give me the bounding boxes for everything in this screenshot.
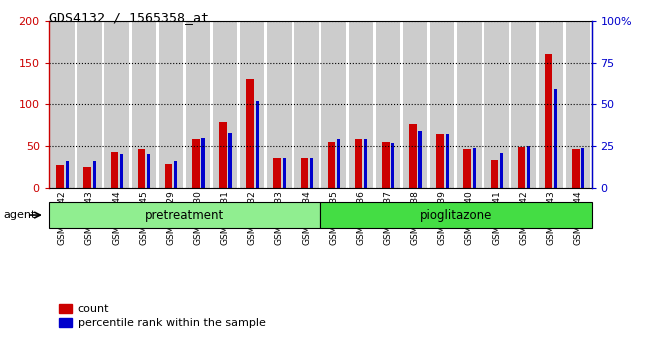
Bar (202, 138, 205, 188)
Bar (283, 158, 286, 188)
Bar (581, 148, 584, 188)
Bar (267, 21, 292, 188)
Bar (246, 79, 254, 188)
Bar (186, 21, 210, 188)
Bar (473, 148, 476, 188)
Bar (240, 21, 265, 188)
Bar (57, 165, 64, 188)
Bar (105, 21, 129, 188)
Bar (49, 202, 320, 228)
Bar (355, 138, 363, 188)
Bar (572, 149, 580, 188)
Bar (554, 90, 557, 188)
Bar (192, 138, 200, 188)
Bar (337, 139, 340, 188)
Bar (77, 21, 101, 188)
Bar (491, 160, 498, 188)
Legend: count, percentile rank within the sample: count, percentile rank within the sample (55, 299, 270, 332)
Bar (111, 152, 118, 188)
Bar (500, 153, 503, 188)
Bar (322, 21, 346, 188)
Bar (83, 167, 91, 188)
Bar (430, 21, 454, 188)
Text: pretreatment: pretreatment (145, 209, 224, 222)
Bar (328, 142, 335, 188)
Bar (138, 149, 146, 188)
Bar (131, 21, 156, 188)
Bar (463, 149, 471, 188)
Bar (409, 124, 417, 188)
Bar (147, 154, 150, 188)
Bar (159, 21, 183, 188)
Bar (539, 21, 563, 188)
Bar (310, 158, 313, 188)
Bar (320, 202, 592, 228)
Bar (364, 139, 367, 188)
Bar (300, 158, 308, 188)
Bar (120, 154, 123, 188)
Bar (445, 135, 448, 188)
Text: GDS4132 / 1565358_at: GDS4132 / 1565358_at (49, 11, 209, 24)
Bar (274, 158, 281, 188)
Bar (436, 133, 444, 188)
Bar (545, 54, 552, 188)
Bar (294, 21, 318, 188)
Bar (93, 161, 96, 188)
Bar (419, 131, 422, 188)
Bar (348, 21, 373, 188)
Bar (566, 21, 590, 188)
Bar (484, 21, 509, 188)
Bar (228, 133, 231, 188)
Bar (255, 101, 259, 188)
Bar (512, 21, 536, 188)
Bar (517, 147, 525, 188)
Bar (50, 21, 75, 188)
Bar (382, 142, 389, 188)
Bar (213, 21, 237, 188)
Bar (391, 143, 395, 188)
Bar (403, 21, 427, 188)
Bar (457, 21, 482, 188)
Bar (376, 21, 400, 188)
Text: pioglitazone: pioglitazone (420, 209, 492, 222)
Bar (219, 122, 227, 188)
Text: agent: agent (3, 210, 36, 220)
Bar (66, 161, 69, 188)
Bar (174, 161, 177, 188)
Bar (527, 146, 530, 188)
Bar (165, 164, 172, 188)
